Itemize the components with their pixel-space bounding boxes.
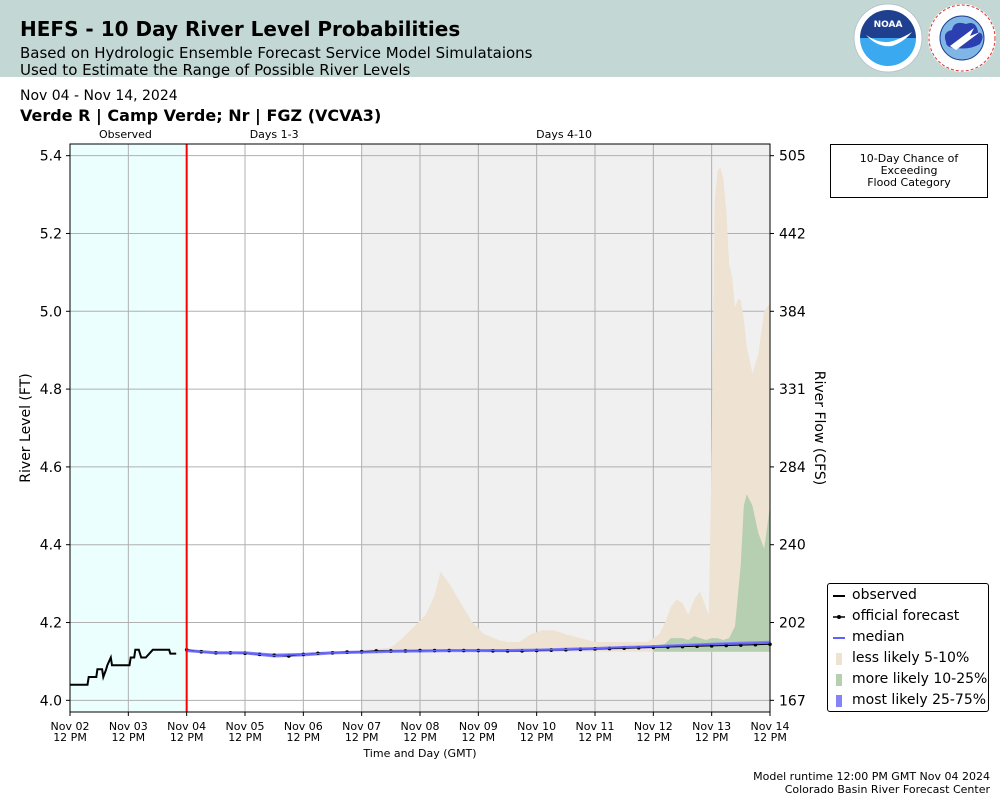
- legend-item-median: median: [828, 628, 988, 648]
- x-tick-label-day: Nov 09: [459, 720, 498, 733]
- legend-more-likely-swatch: [836, 674, 842, 686]
- band-more-likely-10-25-: [653, 494, 770, 652]
- flood-chance-line1: 10-Day Chance of: [859, 152, 959, 165]
- y2-tick-label: 284: [779, 460, 806, 476]
- x-tick-label-day: Nov 11: [576, 720, 615, 733]
- y-tick-label: 4.2: [40, 616, 62, 632]
- y-tick-label: 5.0: [40, 304, 62, 320]
- series-observed-line: [70, 648, 177, 686]
- region-label-observed: Observed: [99, 128, 152, 141]
- flood-chance-box: 10-Day Chance of Exceeding Flood Categor…: [830, 144, 988, 198]
- band-less-likely-5-10-: [361, 167, 770, 652]
- x-tick-label-day: Nov 04: [167, 720, 206, 733]
- legend-label-observed: observed: [852, 587, 917, 603]
- x-tick-label-day: Nov 05: [226, 720, 265, 733]
- noaa-logo: NOAA: [853, 3, 923, 73]
- page-subtitle-line1: Based on Hydrologic Ensemble Forecast Se…: [20, 44, 533, 62]
- legend-label-most-likely: most likely 25-75%: [852, 692, 987, 708]
- footer-center: Colorado Basin River Forecast Center: [784, 783, 990, 796]
- x-tick-label-time: 12 PM: [228, 731, 262, 744]
- x-tick-label-day: Nov 14: [751, 720, 790, 733]
- legend-item-observed: observed: [828, 586, 988, 606]
- page-subtitle-line2: Used to Estimate the Range of Possible R…: [20, 61, 411, 79]
- noaa-logo-text: NOAA: [874, 20, 903, 30]
- y2-tick-label: 167: [779, 693, 806, 709]
- x-tick-label-day: Nov 06: [284, 720, 323, 733]
- x-tick-label-time: 12 PM: [53, 731, 87, 744]
- page-title: HEFS - 10 Day River Level Probabilities: [20, 17, 461, 41]
- station-name: Verde R | Camp Verde; Nr | FGZ (VCVA3): [20, 106, 382, 125]
- y-tick-label: 5.4: [40, 149, 62, 165]
- legend-median-swatch: [833, 637, 845, 639]
- region-label-days-4-10: Days 4-10: [536, 128, 592, 141]
- x-tick-label-time: 12 PM: [345, 731, 379, 744]
- x-tick-label-time: 12 PM: [578, 731, 612, 744]
- legend-item-most-likely: most likely 25-75%: [828, 691, 988, 711]
- y-tick-label: 4.4: [40, 538, 62, 554]
- y2-axis-title: River Flow (CFS): [811, 371, 827, 486]
- y2-tick-label: 240: [779, 538, 806, 554]
- legend-label-more-likely: more likely 10-25%: [852, 671, 988, 687]
- nws-logo: [928, 4, 996, 72]
- legend-item-official-forecast: official forecast: [828, 607, 988, 627]
- y-axis-title: River Level (FT): [18, 373, 34, 482]
- x-tick-label-time: 12 PM: [287, 731, 321, 744]
- legend-label-median: median: [852, 629, 905, 645]
- x-tick-label-day: Nov 08: [401, 720, 440, 733]
- region-label-days-1-3: Days 1-3: [250, 128, 299, 141]
- x-tick-label-day: Nov 12: [634, 720, 673, 733]
- y2-tick-label: 202: [779, 616, 806, 632]
- footer-runtime: Model runtime 12:00 PM GMT Nov 04 2024: [753, 770, 990, 783]
- legend-item-less-likely: less likely 5-10%: [828, 649, 988, 669]
- chart-legend: observed official forecast median less l…: [827, 583, 989, 712]
- x-tick-label-day: Nov 03: [109, 720, 148, 733]
- chart-lines-layer: [70, 144, 772, 712]
- x-tick-label-day: Nov 07: [342, 720, 381, 733]
- x-tick-label-time: 12 PM: [403, 731, 437, 744]
- legend-label-official-forecast: official forecast: [852, 608, 960, 624]
- x-tick-label-time: 12 PM: [753, 731, 787, 744]
- x-tick-label-day: Nov 10: [517, 720, 556, 733]
- y2-tick-label: 505: [779, 149, 806, 165]
- y2-tick-label: 384: [779, 304, 806, 320]
- x-tick-label-time: 12 PM: [462, 731, 496, 744]
- y2-tick-label: 331: [779, 382, 806, 398]
- y-tick-label: 5.2: [40, 226, 62, 242]
- y-tick-label: 4.8: [40, 382, 62, 398]
- x-tick-label-time: 12 PM: [112, 731, 146, 744]
- date-range: Nov 04 - Nov 14, 2024: [20, 88, 178, 104]
- x-tick-label-time: 12 PM: [695, 731, 729, 744]
- noaa-seagull-shape: [866, 32, 912, 47]
- legend-forecast-swatch: [833, 615, 845, 619]
- x-axis-title: Time and Day (GMT): [362, 747, 476, 760]
- x-tick-label-day: Nov 13: [692, 720, 731, 733]
- x-tick-label-day: Nov 02: [51, 720, 90, 733]
- legend-less-likely-swatch: [836, 653, 842, 665]
- x-tick-label-time: 12 PM: [170, 731, 204, 744]
- y-tick-label: 4.0: [40, 693, 62, 709]
- noaa-water-shape: [860, 38, 916, 66]
- x-tick-label-time: 12 PM: [637, 731, 671, 744]
- noaa-sky-shape: [860, 10, 916, 38]
- legend-most-likely-swatch: [836, 695, 842, 707]
- legend-item-more-likely: more likely 10-25%: [828, 670, 988, 690]
- flood-chance-line2: Exceeding: [880, 164, 938, 177]
- flood-chance-line3: Flood Category: [867, 176, 951, 189]
- chart-axes-layer: [66, 143, 774, 716]
- x-tick-label-time: 12 PM: [520, 731, 554, 744]
- y-tick-label: 4.6: [40, 460, 62, 476]
- legend-label-less-likely: less likely 5-10%: [852, 650, 970, 666]
- series-median-line: [186, 642, 771, 657]
- nws-lightning-shape: [950, 28, 980, 50]
- y2-tick-label: 442: [779, 226, 806, 242]
- legend-observed-swatch: [833, 595, 845, 597]
- header-banner: HEFS - 10 Day River Level Probabilities …: [0, 0, 1000, 79]
